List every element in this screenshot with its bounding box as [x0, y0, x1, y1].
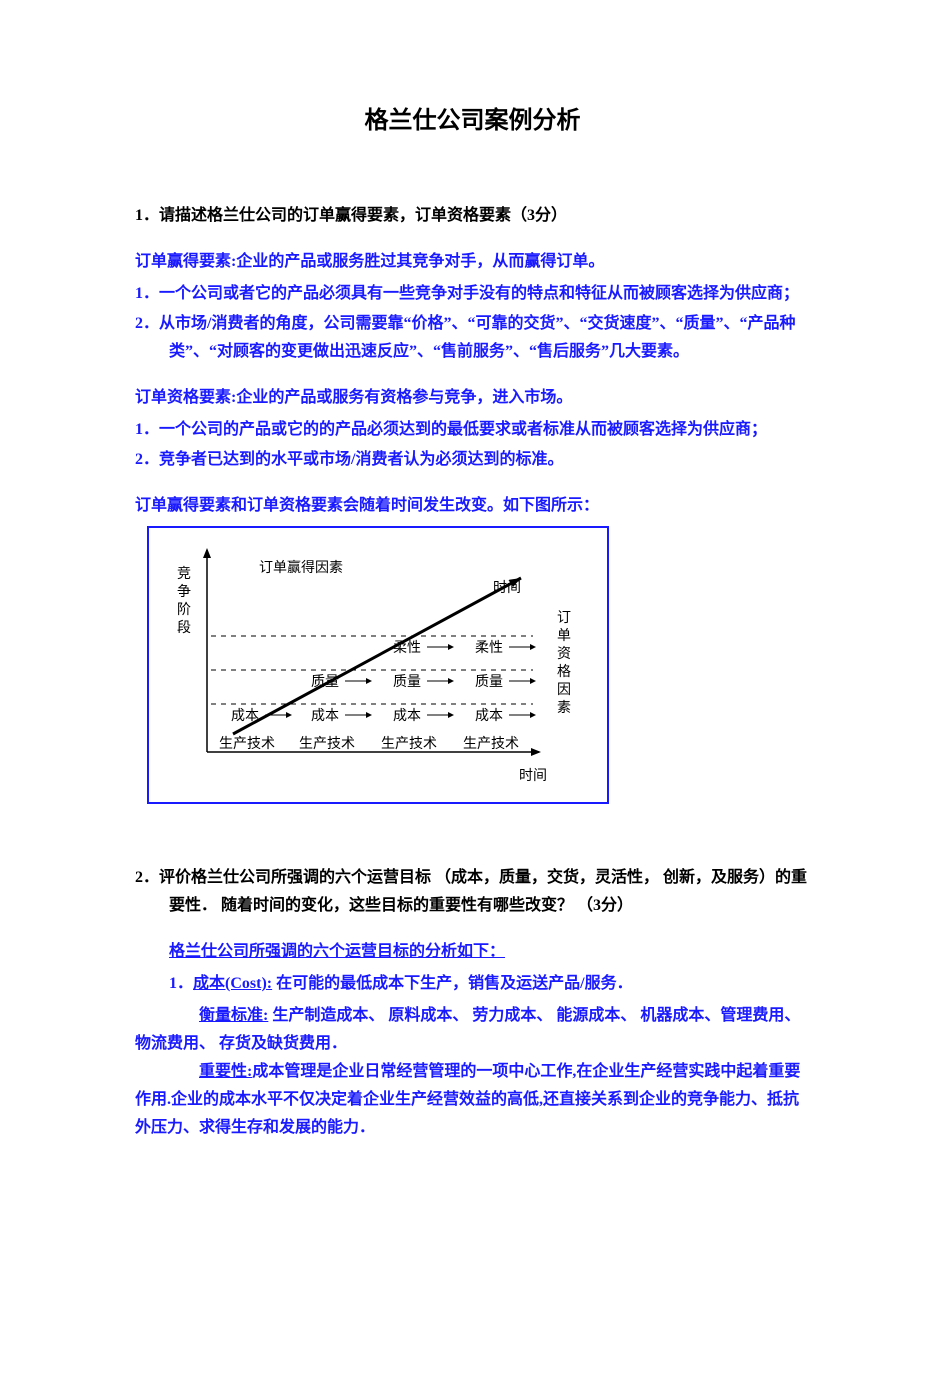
svg-text:素: 素 [557, 700, 571, 716]
svg-text:成本: 成本 [475, 708, 503, 724]
svg-text:阶: 阶 [177, 602, 191, 618]
q1-change: 订单赢得要素和订单资格要素会随着时间发生改变。如下图所示： [135, 492, 810, 520]
svg-text:质量: 质量 [311, 674, 339, 690]
svg-text:因: 因 [557, 683, 571, 698]
svg-text:柔性: 柔性 [393, 640, 421, 656]
svg-text:生产技术: 生产技术 [381, 736, 437, 752]
svg-text:争: 争 [177, 584, 191, 600]
svg-text:订: 订 [557, 610, 571, 626]
q2-cost-head: 1．成本(Cost): 在可能的最低成本下生产，销售及运送产品/服务． [169, 970, 810, 998]
svg-text:段: 段 [177, 620, 191, 636]
q1-win-item1: 1．一个公司或者它的产品必须具有一些竞争对手没有的特点和特征从而被顾客选择为供应… [135, 280, 810, 308]
svg-text:竞: 竞 [177, 565, 191, 582]
svg-text:单: 单 [557, 628, 571, 644]
q2-intro: 格兰仕公司所强调的六个运营目标的分析如下： [169, 938, 810, 966]
q2-measure-label: 衡量标准: [199, 1007, 268, 1024]
svg-text:时间: 时间 [493, 580, 521, 596]
svg-text:格: 格 [557, 664, 571, 680]
q1-qual-item1: 1．一个公司的产品或它的的产品必须达到的最低要求或者标准从而被顾客选择为供应商； [135, 416, 810, 444]
svg-text:时间: 时间 [519, 768, 547, 784]
svg-text:质量: 质量 [475, 674, 503, 690]
q2-cost-desc: 在可能的最低成本下生产，销售及运送产品/服务． [272, 975, 632, 992]
svg-text:成本: 成本 [393, 708, 421, 724]
q2-cost-num: 1． [169, 975, 193, 992]
q2-heading: 2．评价格兰仕公司所强调的六个运营目标 （成本，质量，交货，灵活性， 创新，及服… [135, 864, 810, 920]
q2-importance-block: 重要性:成本管理是企业日常经营管理的一项中心工作,在企业生产经营实践中起着重要作… [135, 1058, 810, 1142]
svg-text:生产技术: 生产技术 [219, 736, 275, 752]
chart-box: 竞争阶段订单资格因素时间生产技术生产技术生产技术生产技术成本成本质量成本质量柔性… [147, 526, 609, 804]
chart-svg: 竞争阶段订单资格因素时间生产技术生产技术生产技术生产技术成本成本质量成本质量柔性… [159, 538, 589, 792]
q1-qual-item2: 2．竞争者已达到的水平或市场/消费者认为必须达到的标准。 [135, 446, 810, 474]
svg-text:柔性: 柔性 [475, 640, 503, 656]
svg-text:质量: 质量 [393, 674, 421, 690]
q1-win-def: 订单赢得要素:企业的产品或服务胜过其竞争对手，从而赢得订单。 [135, 248, 810, 276]
q1-qual-def: 订单资格要素:企业的产品或服务有资格参与竞争，进入市场。 [135, 384, 810, 412]
chart-container: 竞争阶段订单资格因素时间生产技术生产技术生产技术生产技术成本成本质量成本质量柔性… [147, 526, 810, 814]
q2-cost-label: 成本(Cost): [193, 975, 272, 992]
page-title: 格兰仕公司案例分析 [135, 100, 810, 142]
svg-text:生产技术: 生产技术 [299, 736, 355, 752]
svg-text:成本: 成本 [311, 708, 339, 724]
svg-text:生产技术: 生产技术 [463, 736, 519, 752]
q1-heading: 1．请描述格兰仕公司的订单赢得要素，订单资格要素（3分） [135, 202, 810, 230]
svg-text:订单赢得因素: 订单赢得因素 [259, 559, 343, 576]
q2-measure-block: 衡量标准: 生产制造成本、 原料成本、 劳力成本、 能源成本、 机器成本、管理费… [135, 1002, 810, 1058]
q1-win-item2: 2．从市场/消费者的角度，公司需要靠“价格”、“可靠的交货”、“交货速度”、“质… [135, 310, 810, 366]
q2-importance-label: 重要性: [199, 1063, 252, 1080]
svg-text:资: 资 [557, 646, 571, 662]
